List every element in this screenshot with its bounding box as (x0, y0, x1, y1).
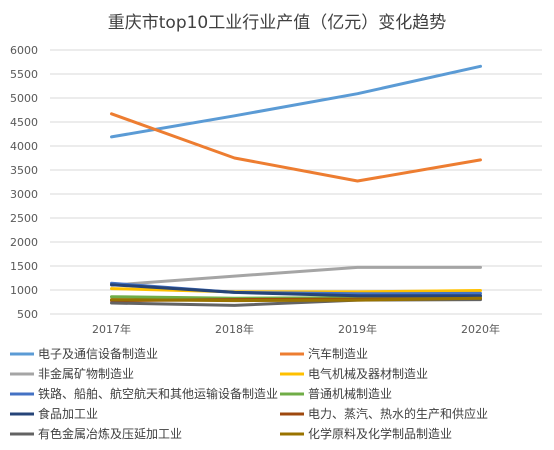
x-tick-label: 2020年 (461, 322, 500, 336)
series-line-9 (110, 296, 482, 303)
legend-label: 食品加工业 (38, 406, 98, 421)
legend-label: 化学原料及化学制品制造业 (308, 426, 452, 441)
legend-item: 汽车制造业 (280, 346, 368, 361)
legend-label: 有色金属冶炼及压延加工业 (38, 426, 182, 441)
chart-title: 重庆市top10工业行业产值（亿元）变化趋势 (108, 13, 447, 33)
legend-item: 有色金属冶炼及压延加工业 (10, 426, 182, 441)
legend-item: 电子及通信设备制造业 (10, 347, 158, 361)
legend-label: 普通机械制造业 (308, 386, 392, 401)
y-tick-label: 3000 (10, 188, 38, 201)
series-line-6 (110, 283, 482, 298)
y-tick-label: 4000 (10, 140, 38, 153)
y-tick-label: 5500 (10, 68, 38, 81)
y-tick-label: 6000 (10, 44, 38, 57)
gridlines (50, 49, 542, 315)
series-line-2 (110, 265, 482, 287)
y-tick-label: 2000 (10, 236, 38, 249)
legend-item: 铁路、船舶、航空航天和其他运输设备制造业 (10, 386, 278, 401)
y-tick-label: 500 (17, 308, 38, 321)
legend-item: 非金属矿物制造业 (10, 366, 134, 381)
y-tick-label: 4500 (10, 116, 38, 129)
y-tick-label: 5000 (10, 92, 38, 105)
legend-item: 电力、蒸汽、热水的生产和供应业 (280, 406, 488, 421)
y-tick-label: 1000 (10, 284, 38, 297)
series-line-0 (110, 64, 482, 139)
legend-label: 非金属矿物制造业 (38, 366, 134, 381)
x-tick-label: 2019年 (338, 322, 377, 336)
legend-item: 化学原料及化学制品制造业 (280, 426, 452, 441)
legend-item: 食品加工业 (10, 406, 98, 421)
y-tick-label: 2500 (10, 212, 38, 225)
legend-label: 汽车制造业 (308, 346, 368, 361)
x-tick-label: 2017年 (92, 322, 131, 336)
series-lines (110, 64, 482, 307)
legend-item: 电气机械及器材制造业 (280, 366, 428, 381)
legend-label: 电气机械及器材制造业 (308, 366, 428, 381)
legend-item: 普通机械制造业 (280, 386, 392, 401)
legend-label: 电力、蒸汽、热水的生产和供应业 (308, 406, 488, 421)
y-axis: 500 1000 1500 2000 2500 3000 3500 4000 4500 5000 5… (10, 44, 38, 321)
series-line-1 (110, 112, 482, 183)
y-tick-label: 3500 (10, 164, 38, 177)
x-axis: 2017年 2018年 2019年 2020年 (92, 322, 500, 336)
legend-label: 电子及通信设备制造业 (38, 347, 158, 361)
y-tick-label: 1500 (10, 260, 38, 273)
legend-label: 铁路、船舶、航空航天和其他运输设备制造业 (38, 386, 278, 401)
x-tick-label: 2018年 (215, 322, 254, 336)
